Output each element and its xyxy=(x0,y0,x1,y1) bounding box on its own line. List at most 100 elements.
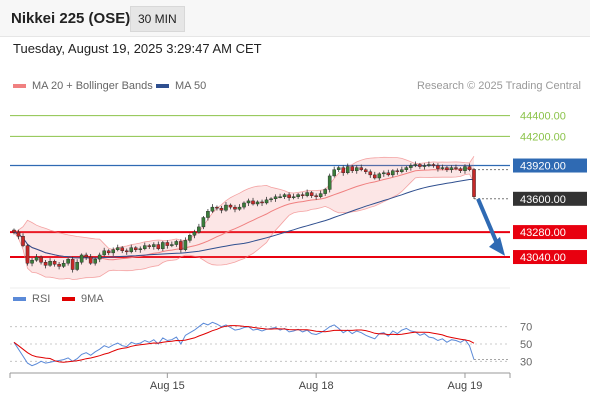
candle-body xyxy=(70,258,75,270)
candle-body xyxy=(34,256,39,261)
level-label-bg-43040.00 xyxy=(513,250,587,265)
candle-body xyxy=(273,196,278,200)
legend-9ma: 9MA xyxy=(62,293,104,305)
legend-bollinger: MA 20 + Bollinger Bands xyxy=(13,80,153,92)
candle-body xyxy=(237,206,242,210)
time-tick-label: Aug 19 xyxy=(448,380,483,392)
candle-body xyxy=(391,170,395,176)
candle-body xyxy=(79,254,84,263)
candle-body xyxy=(395,170,400,172)
candle-body xyxy=(30,259,34,264)
candle-body xyxy=(336,167,341,170)
candle-body xyxy=(215,206,219,209)
candle-body xyxy=(124,250,129,253)
candle-body xyxy=(440,167,445,169)
projection-arrow-shaft xyxy=(476,198,500,247)
rsi-tick-50: 50 xyxy=(520,339,532,351)
candle-body xyxy=(57,264,61,267)
level-labels-layer: 44400.00 44200.00 43920.00 43600.00 43280.00… xyxy=(513,111,587,264)
candle-body xyxy=(224,204,228,211)
candle-body xyxy=(278,196,282,198)
candle-body xyxy=(251,200,255,205)
candle-body xyxy=(246,200,251,204)
candle-body xyxy=(332,169,336,177)
candle-body xyxy=(192,231,197,236)
candle-body xyxy=(25,245,30,264)
copyright-notice: Research © 2025 Trading Central xyxy=(416,80,581,92)
candle-body xyxy=(264,199,269,204)
candle-body xyxy=(318,193,323,197)
candle-body xyxy=(120,247,125,251)
candle-body xyxy=(300,194,305,196)
candle-body xyxy=(228,204,233,208)
rsi-tick-70: 70 xyxy=(520,322,532,334)
candle-body xyxy=(368,171,373,176)
candle-body xyxy=(197,226,201,233)
candle-body xyxy=(93,258,97,264)
candle-body xyxy=(260,201,264,204)
candle-body xyxy=(201,217,206,228)
level-label-bg-43280.00 xyxy=(513,225,587,240)
candle-body xyxy=(269,198,273,201)
legend-ma50-label: MA 50 xyxy=(175,80,207,92)
candle-body xyxy=(363,169,368,172)
candle-body xyxy=(242,202,246,208)
level-label-43600.00: 43600.00 xyxy=(520,194,566,206)
candle-body xyxy=(161,242,165,249)
candle-body xyxy=(16,231,21,237)
candle-body xyxy=(373,174,377,179)
legend-bollinger-label: MA 20 + Bollinger Bands xyxy=(32,80,153,92)
chart-header: Nikkei 225 (OSE) 30 MIN xyxy=(0,0,590,37)
candle-body xyxy=(454,167,458,169)
candle-body xyxy=(143,245,147,249)
instrument-title: Nikkei 225 (OSE) xyxy=(11,10,131,27)
legend-ma50: MA 50 xyxy=(156,80,206,92)
candle-body xyxy=(377,173,382,179)
candle-body xyxy=(282,194,287,197)
candle-body xyxy=(463,166,467,171)
candle-body xyxy=(418,164,422,167)
timeframe-button[interactable]: 30 MIN xyxy=(130,6,185,32)
candle-body xyxy=(431,164,436,166)
candle-body xyxy=(472,169,476,197)
candle-body xyxy=(413,164,418,166)
candle-body xyxy=(111,249,115,254)
candle-body xyxy=(449,167,454,170)
candle-body xyxy=(210,206,215,212)
candle-body xyxy=(233,206,237,210)
candle-body xyxy=(386,172,391,176)
legend-rsi-label: RSI xyxy=(32,293,51,305)
rsi-panel: 70 50 30 xyxy=(10,287,532,368)
bollinger-band-area xyxy=(14,156,474,280)
candle-body xyxy=(88,256,93,264)
candle-body xyxy=(183,240,188,250)
candle-body xyxy=(106,250,111,254)
candle-body xyxy=(458,168,463,171)
rsi-ma-line xyxy=(13,325,475,363)
candle-body xyxy=(422,165,427,167)
candle-body xyxy=(409,165,413,168)
candle-body xyxy=(147,245,152,247)
level-lines-layer xyxy=(10,115,510,259)
candle-body xyxy=(115,247,120,250)
projection-arrow-head xyxy=(489,236,505,256)
candle-body xyxy=(165,242,170,246)
candle-body xyxy=(188,234,192,241)
legend-9ma-label: 9MA xyxy=(81,293,104,305)
candle-body xyxy=(12,229,16,233)
candle-body xyxy=(445,167,449,170)
legend-rsi: RSI xyxy=(13,293,50,305)
candle-body xyxy=(296,194,300,197)
candle-body xyxy=(354,167,359,171)
candle-body xyxy=(467,166,472,170)
candles-layer xyxy=(12,161,505,273)
candle-body xyxy=(133,247,138,250)
legend-9ma-swatch xyxy=(62,297,75,302)
candle-body xyxy=(219,207,224,211)
candle-body xyxy=(305,192,309,196)
bollinger-lower-line xyxy=(13,173,475,280)
legend-ma50-swatch xyxy=(156,84,169,89)
candle-body xyxy=(350,166,355,171)
legend-bollinger-swatch xyxy=(13,84,26,89)
